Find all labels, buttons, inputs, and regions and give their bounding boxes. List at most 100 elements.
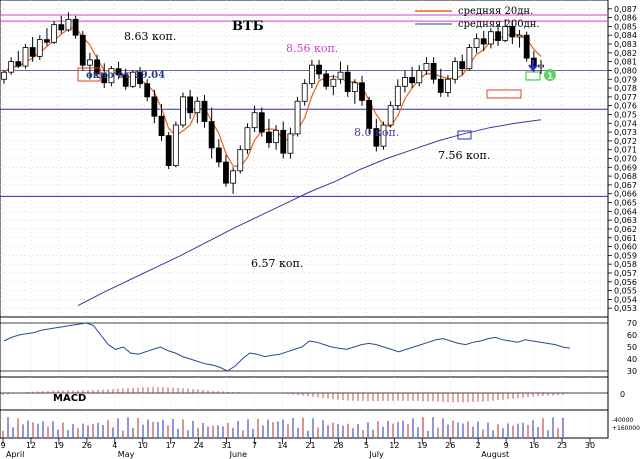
signal-marker-icon [544, 69, 556, 81]
y-tick-label: 0,077 [614, 93, 637, 102]
y-axis: 0,0870,0860,0850,0840,0830,0820,0810,080… [608, 5, 637, 313]
candle-body [409, 77, 416, 84]
candle-body [330, 78, 337, 87]
oscillator-tick-label: 40 [627, 355, 637, 364]
x-tick-label: 14 [277, 441, 287, 450]
month-label: May [118, 450, 135, 459]
oscillator-line [3, 322, 571, 372]
oscillator-axis: 70 60 50 40 30 [627, 319, 637, 376]
candle-body [8, 61, 15, 73]
candle-body [487, 31, 494, 45]
candle-body [266, 131, 272, 144]
macd-panel [0, 376, 609, 411]
level-label-657: 6.57 коп. [251, 257, 303, 270]
candle-body [151, 96, 158, 117]
x-tick-label: 10 [138, 441, 148, 450]
candle-body [251, 112, 258, 129]
y-tick-label: 0,075 [614, 110, 637, 119]
candle-body [29, 47, 36, 57]
legend: средняя 20дн. средняя 200дн. [415, 6, 540, 30]
level-label-800: 8.0 коп. [354, 126, 399, 139]
ma200-line [77, 119, 542, 307]
candle-body [273, 129, 279, 144]
y-tick-label: 0,074 [614, 119, 637, 128]
month-label: August [481, 450, 509, 459]
y-tick-label: 0,065 [614, 199, 637, 208]
candle-body [366, 99, 373, 129]
x-tick-label: 16 [529, 441, 539, 450]
y-tick-label: 0,079 [614, 75, 637, 84]
y-tick-label: 0,059 [614, 251, 637, 260]
y-tick-label: 0,071 [614, 146, 637, 155]
gap-annotation: окно от 19.04 [86, 70, 165, 81]
ma20-line [3, 26, 542, 168]
x-tick-label: 2 [476, 441, 481, 450]
candle-body [452, 61, 458, 80]
candle-body [437, 78, 444, 93]
y-tick-label: 0,083 [614, 40, 637, 49]
oscillator-tick-label: 50 [627, 343, 637, 352]
oscillator-tick-label: 70 [627, 319, 637, 328]
legend-ma20-label: средняя 20дн. [458, 6, 533, 17]
candle-body [44, 39, 50, 43]
candle-body [223, 161, 229, 184]
x-tick-label: 19 [417, 441, 427, 450]
volume-bars [2, 417, 564, 437]
candle-body [394, 85, 401, 107]
y-tick-label: 0,055 [614, 287, 637, 296]
volume-axis-label-bottom: +160000 [612, 425, 640, 432]
volume-grid [2, 410, 591, 438]
down-arrow-icon [528, 60, 538, 72]
candle-body [108, 68, 115, 84]
y-tick-label: 0,066 [614, 190, 637, 199]
y-tick-label: 0,076 [614, 102, 637, 111]
candle-body [201, 100, 208, 122]
legend-ma200-label: средняя 200дн. [458, 19, 540, 30]
candle-body [351, 82, 358, 92]
candle-body [516, 34, 523, 38]
y-tick-label: 0,058 [614, 260, 637, 269]
candle-body [258, 112, 265, 133]
volume-axis-label-top: -40000 [612, 417, 633, 424]
candle-body [430, 63, 437, 80]
candle-body [495, 31, 501, 41]
signal-box [525, 71, 541, 81]
candle-body [1, 71, 7, 80]
candle-body [51, 24, 58, 43]
oscillator-grid [0, 317, 608, 377]
candle-body [523, 34, 530, 59]
gap-box-august [486, 89, 522, 99]
y-tick-label: 0,082 [614, 49, 637, 58]
candle-body [122, 74, 129, 87]
y-tick-label: 0,067 [614, 181, 637, 190]
oscillator-path [3, 322, 571, 372]
candle-body [101, 73, 108, 84]
oscillator-tick-label: 60 [627, 331, 637, 340]
candle-body [380, 124, 387, 147]
y-tick-label: 0,080 [614, 66, 637, 75]
y-tick-label: 0,070 [614, 155, 637, 164]
month-label: April [6, 450, 24, 459]
y-tick-label: 0,060 [614, 243, 637, 252]
x-tick-label: 17 [166, 441, 176, 450]
y-tick-label: 0,073 [614, 128, 637, 137]
level-lines [0, 14, 608, 197]
candle-body [416, 70, 423, 84]
y-tick-label: 0,064 [614, 207, 637, 216]
candle-body [480, 38, 487, 45]
candles [1, 12, 544, 194]
x-tick-label: 21 [305, 441, 315, 450]
candle-body [144, 83, 151, 98]
candle-body [72, 18, 79, 36]
month-label: July [368, 450, 384, 459]
candle-body [79, 34, 86, 66]
level-label-856: 8.56 коп. [286, 42, 338, 55]
level-label-863: 8.63 коп. [124, 30, 176, 43]
x-tick-label: 12 [389, 441, 399, 450]
month-label: June [229, 450, 248, 459]
macd-label: MACD [53, 393, 86, 404]
y-tick-label: 0,068 [614, 172, 637, 181]
candle-body [58, 24, 65, 31]
candle-body [194, 100, 201, 114]
